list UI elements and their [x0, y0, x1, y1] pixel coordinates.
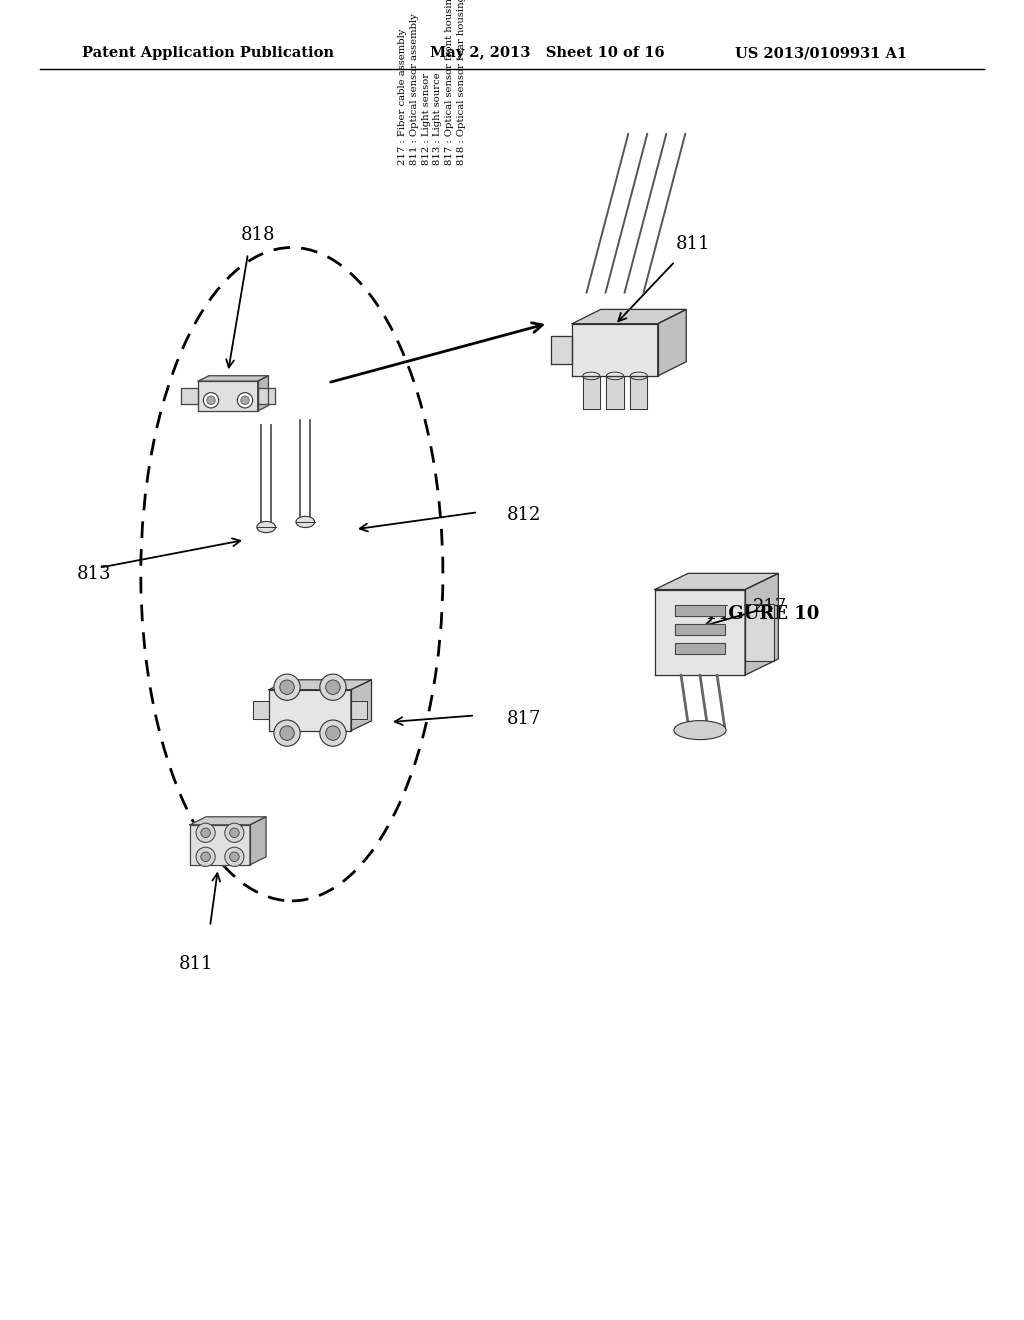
Polygon shape — [253, 701, 269, 719]
Polygon shape — [675, 606, 725, 616]
Polygon shape — [351, 680, 372, 731]
Polygon shape — [655, 573, 778, 590]
Circle shape — [274, 719, 300, 746]
Text: 813: 813 — [77, 565, 112, 583]
Polygon shape — [606, 376, 624, 409]
Polygon shape — [551, 335, 572, 364]
Text: FIGURE 10: FIGURE 10 — [707, 605, 819, 623]
Circle shape — [326, 726, 340, 741]
Ellipse shape — [257, 521, 275, 533]
Polygon shape — [351, 701, 368, 719]
Circle shape — [201, 851, 210, 862]
Circle shape — [225, 824, 244, 842]
Text: US 2013/0109931 A1: US 2013/0109931 A1 — [735, 46, 907, 61]
Text: 818: 818 — [241, 226, 275, 244]
Circle shape — [229, 828, 240, 838]
Polygon shape — [583, 376, 600, 409]
Polygon shape — [258, 388, 274, 404]
Circle shape — [204, 392, 219, 408]
Polygon shape — [572, 309, 686, 323]
Polygon shape — [675, 624, 725, 635]
Circle shape — [326, 680, 340, 694]
Ellipse shape — [674, 721, 726, 739]
Polygon shape — [190, 817, 266, 825]
Circle shape — [196, 824, 215, 842]
Circle shape — [207, 396, 215, 404]
Text: 217 : Fiber cable assembly
811 : Optical sensor assembly
812 : Light sensor
813 : 217 : Fiber cable assembly 811 : Optical… — [398, 0, 466, 165]
Text: Patent Application Publication: Patent Application Publication — [82, 46, 334, 61]
Circle shape — [196, 847, 215, 866]
Polygon shape — [630, 376, 647, 409]
Text: 812: 812 — [507, 506, 542, 524]
Circle shape — [225, 847, 244, 866]
Text: 811: 811 — [179, 954, 214, 973]
Circle shape — [201, 828, 210, 838]
Polygon shape — [655, 590, 745, 675]
Circle shape — [280, 680, 294, 694]
Circle shape — [274, 675, 300, 701]
Ellipse shape — [296, 516, 314, 528]
Text: May 2, 2013   Sheet 10 of 16: May 2, 2013 Sheet 10 of 16 — [430, 46, 665, 61]
Circle shape — [241, 396, 249, 404]
Circle shape — [280, 726, 294, 741]
Text: 817: 817 — [507, 710, 542, 729]
Polygon shape — [572, 323, 657, 376]
Circle shape — [319, 719, 346, 746]
Polygon shape — [199, 381, 258, 411]
Polygon shape — [269, 689, 351, 731]
Polygon shape — [181, 388, 199, 404]
Polygon shape — [745, 603, 773, 661]
Text: 217: 217 — [753, 598, 786, 616]
Circle shape — [319, 675, 346, 701]
Circle shape — [238, 392, 253, 408]
Polygon shape — [258, 376, 268, 411]
Polygon shape — [190, 825, 250, 865]
Polygon shape — [250, 817, 266, 865]
Polygon shape — [199, 376, 268, 381]
Polygon shape — [745, 573, 778, 675]
Text: 811: 811 — [676, 235, 711, 253]
Circle shape — [229, 851, 240, 862]
Polygon shape — [657, 309, 686, 376]
Polygon shape — [269, 680, 372, 689]
Polygon shape — [675, 643, 725, 655]
